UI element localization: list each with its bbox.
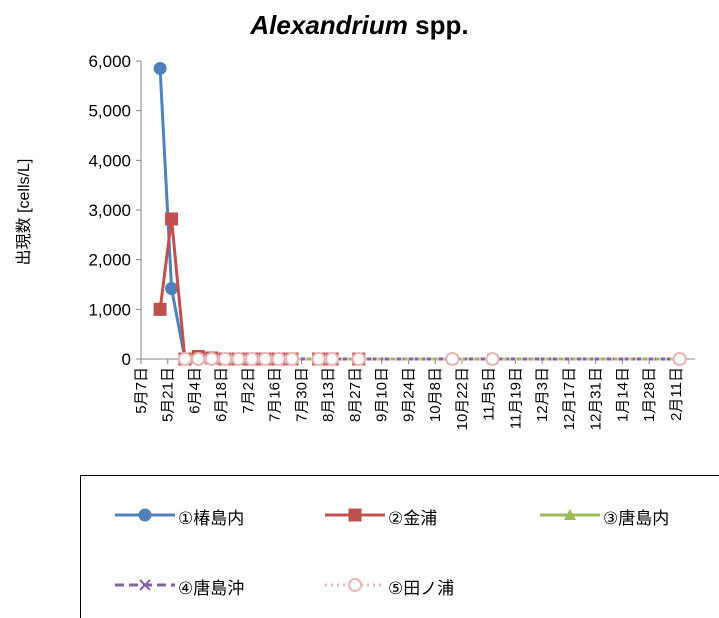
x-tick-label: 5月21日 [160, 367, 177, 422]
x-tick-label: 11月5日 [481, 367, 498, 421]
series-line-1 [158, 68, 359, 361]
legend-label-1: ①椿島内 [178, 509, 245, 528]
series-5-point [231, 352, 246, 366]
series-5-point [204, 352, 219, 366]
series-5-point [244, 352, 259, 366]
y-tick-label: 5,000 [88, 102, 131, 121]
x-tick-label: 8月13日 [320, 367, 337, 422]
x-tick-label: 1月28日 [641, 367, 658, 422]
legend-label-5: ⑤田ノ浦 [388, 579, 455, 598]
legend-swatch-marker-2 [348, 508, 362, 522]
legend-swatch-marker-1 [138, 508, 152, 522]
x-tick-label: 10月8日 [427, 367, 444, 422]
y-tick-label: 6,000 [88, 52, 131, 71]
chart-title-rest: spp. [407, 10, 469, 40]
legend-swatch-marker-5 [348, 578, 362, 592]
series-5-point [485, 352, 500, 366]
series-5-point [258, 352, 273, 366]
series-5-point [271, 352, 286, 366]
chart-title: Alexandrium spp. [0, 10, 719, 41]
legend-swatch-marker-3 [564, 509, 576, 520]
series-5-point [218, 352, 233, 366]
x-tick-label: 7月2日 [240, 367, 257, 414]
legend-label-4: ④唐島沖 [178, 579, 245, 598]
x-tick-label: 9月24日 [400, 367, 417, 422]
x-tick-label: 1月14日 [614, 367, 631, 422]
series-1-point [153, 61, 167, 75]
x-tick-label: 6月4日 [186, 367, 203, 414]
series-5-point [191, 352, 206, 366]
series-2-point [153, 302, 167, 316]
x-tick-label: 11月19日 [507, 367, 524, 429]
legend-swatch-marker-4 [139, 579, 151, 591]
x-tick-label: 12月17日 [561, 367, 578, 430]
series-5-point [177, 352, 192, 366]
series-5-point [672, 352, 687, 366]
x-tick-label: 10月22日 [454, 367, 471, 430]
series-line-2 [158, 217, 359, 361]
y-tick-label: 4,000 [88, 151, 131, 170]
y-tick-label: 1,000 [88, 300, 131, 319]
x-tick-label: 9月10日 [374, 367, 391, 422]
series-5-point [445, 352, 460, 366]
series-1-point [165, 281, 179, 295]
y-tick-label: 0 [122, 350, 131, 369]
series-5-point [311, 352, 326, 366]
chart-title-italic: Alexandrium [250, 10, 408, 40]
x-tick-label: 5月7日 [133, 367, 150, 414]
x-tick-label: 6月18日 [213, 367, 230, 422]
series-2-point [165, 212, 179, 226]
legend: ①椿島内 ②金浦 ③唐島内 ④唐島沖 ⑤田ノ浦 [80, 475, 719, 618]
legend-label-3: ③唐島内 [603, 509, 670, 528]
x-tick-label: 12月31日 [588, 367, 605, 430]
series-5-point [325, 352, 340, 366]
y-tick-label: 2,000 [88, 251, 131, 270]
series-5-point [351, 352, 366, 366]
legend-label-2: ②金浦 [388, 509, 438, 528]
y-tick-label: 3,000 [88, 201, 131, 220]
x-tick-label: 12月3日 [534, 367, 551, 422]
series-5-point [284, 352, 299, 366]
x-tick-label: 7月16日 [267, 367, 284, 422]
x-tick-label: 7月30日 [293, 367, 310, 422]
x-tick-label: 8月27日 [347, 367, 364, 422]
x-tick-label: 2月11日 [668, 367, 685, 421]
